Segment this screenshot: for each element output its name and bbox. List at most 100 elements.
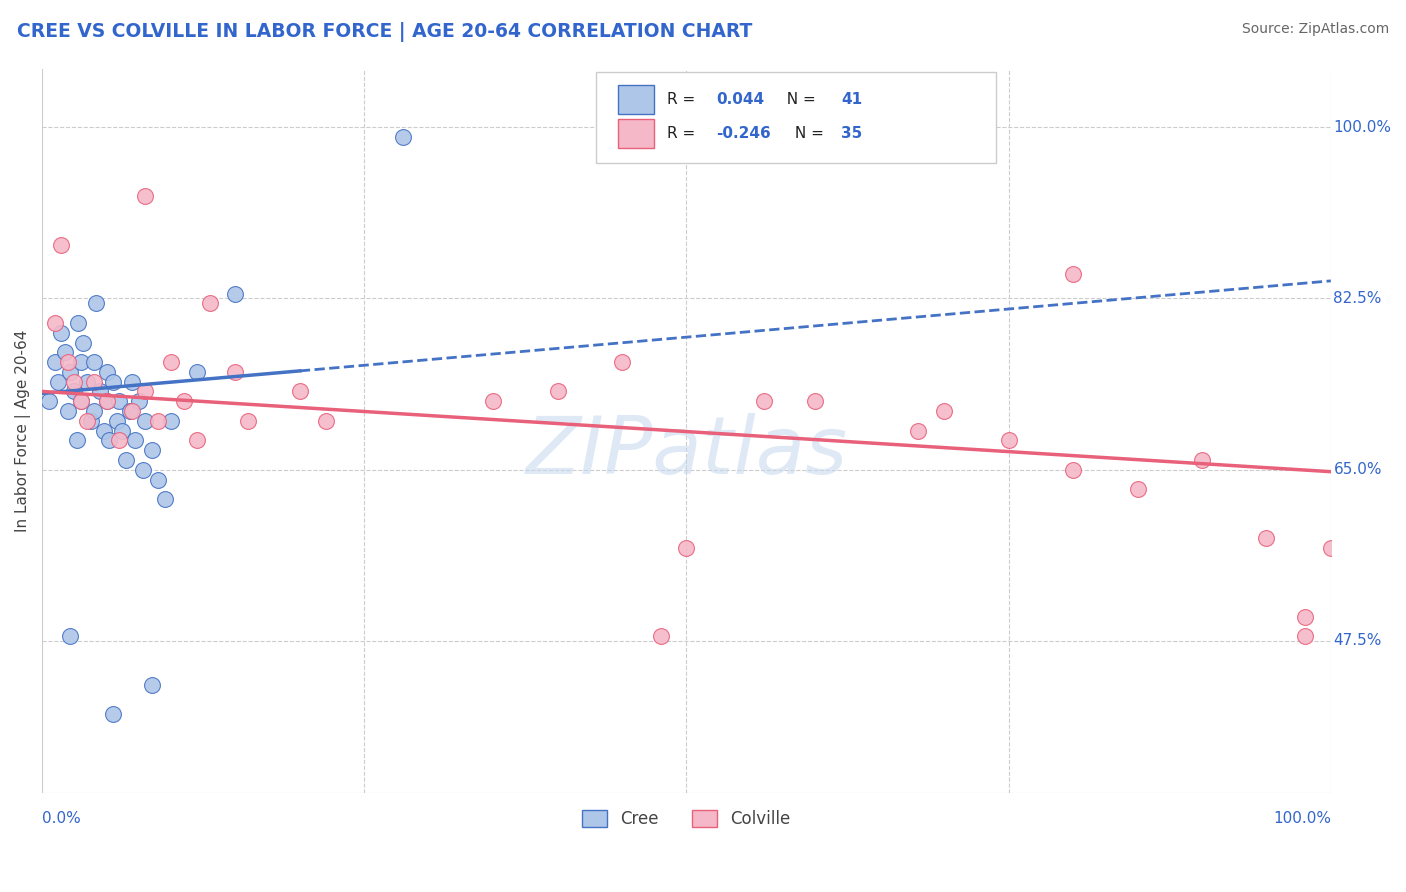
Point	[160, 355, 183, 369]
Point	[124, 434, 146, 448]
Point	[128, 394, 150, 409]
Text: 47.5%: 47.5%	[1333, 633, 1382, 648]
Point	[547, 384, 569, 399]
Text: 35: 35	[841, 126, 862, 141]
Point	[76, 414, 98, 428]
Text: R =: R =	[666, 92, 700, 107]
Point	[89, 384, 111, 399]
Point	[63, 384, 86, 399]
Text: -0.246: -0.246	[716, 126, 770, 141]
Point	[1294, 609, 1316, 624]
Text: 0.044: 0.044	[716, 92, 765, 107]
Point	[160, 414, 183, 428]
Y-axis label: In Labor Force | Age 20-64: In Labor Force | Age 20-64	[15, 329, 31, 532]
Point	[101, 375, 124, 389]
Text: 41: 41	[841, 92, 862, 107]
Point	[752, 394, 775, 409]
Point	[83, 404, 105, 418]
Point	[146, 473, 169, 487]
Text: 65.0%: 65.0%	[1333, 462, 1382, 477]
Point	[804, 394, 827, 409]
Point	[59, 365, 82, 379]
Point	[96, 394, 118, 409]
Point	[997, 434, 1019, 448]
Point	[675, 541, 697, 555]
Point	[51, 326, 73, 340]
Text: R =: R =	[666, 126, 700, 141]
Point	[93, 424, 115, 438]
Point	[108, 394, 131, 409]
Point	[1062, 463, 1084, 477]
Point	[83, 375, 105, 389]
Point	[67, 316, 90, 330]
Point	[238, 414, 260, 428]
Point	[69, 355, 91, 369]
Point	[131, 463, 153, 477]
Point	[186, 365, 208, 379]
Point	[288, 384, 311, 399]
Point	[1320, 541, 1343, 555]
Point	[59, 629, 82, 643]
Text: N =: N =	[790, 126, 828, 141]
Point	[392, 130, 415, 145]
Point	[76, 375, 98, 389]
Text: 100.0%: 100.0%	[1272, 811, 1331, 826]
Point	[1062, 267, 1084, 281]
Point	[66, 434, 89, 448]
Point	[134, 188, 156, 202]
Point	[69, 394, 91, 409]
Text: 0.0%: 0.0%	[42, 811, 82, 826]
Point	[44, 355, 66, 369]
Point	[907, 424, 929, 438]
Point	[141, 678, 163, 692]
Point	[96, 394, 118, 409]
Point	[224, 286, 246, 301]
Point	[146, 414, 169, 428]
Point	[650, 629, 672, 643]
Point	[51, 237, 73, 252]
Point	[46, 375, 69, 389]
Point	[1126, 483, 1149, 497]
Point	[98, 434, 121, 448]
Point	[72, 335, 94, 350]
Point	[141, 443, 163, 458]
Point	[134, 414, 156, 428]
Text: CREE VS COLVILLE IN LABOR FORCE | AGE 20-64 CORRELATION CHART: CREE VS COLVILLE IN LABOR FORCE | AGE 20…	[17, 22, 752, 42]
FancyBboxPatch shape	[596, 72, 995, 162]
Point	[482, 394, 505, 409]
Text: 100.0%: 100.0%	[1333, 120, 1392, 135]
Point	[115, 453, 138, 467]
Point	[96, 365, 118, 379]
Point	[111, 424, 134, 438]
Point	[934, 404, 956, 418]
Point	[101, 707, 124, 722]
Point	[315, 414, 337, 428]
Point	[173, 394, 195, 409]
Point	[1294, 629, 1316, 643]
Point	[121, 404, 143, 418]
Point	[224, 365, 246, 379]
Point	[83, 355, 105, 369]
Point	[134, 384, 156, 399]
Point	[118, 404, 141, 418]
Point	[69, 394, 91, 409]
Point	[56, 404, 79, 418]
Legend: Cree, Colville: Cree, Colville	[575, 804, 797, 835]
Point	[610, 355, 633, 369]
Point	[84, 296, 107, 310]
Point	[53, 345, 76, 359]
Point	[1191, 453, 1213, 467]
Text: 82.5%: 82.5%	[1333, 291, 1382, 306]
Point	[121, 375, 143, 389]
Text: N =: N =	[776, 92, 820, 107]
Point	[44, 316, 66, 330]
Point	[186, 434, 208, 448]
Text: Source: ZipAtlas.com: Source: ZipAtlas.com	[1241, 22, 1389, 37]
Point	[1256, 531, 1278, 545]
FancyBboxPatch shape	[619, 120, 654, 148]
Point	[153, 492, 176, 507]
Point	[80, 414, 103, 428]
Point	[108, 434, 131, 448]
Point	[198, 296, 221, 310]
Text: ZIPatlas: ZIPatlas	[526, 413, 848, 491]
